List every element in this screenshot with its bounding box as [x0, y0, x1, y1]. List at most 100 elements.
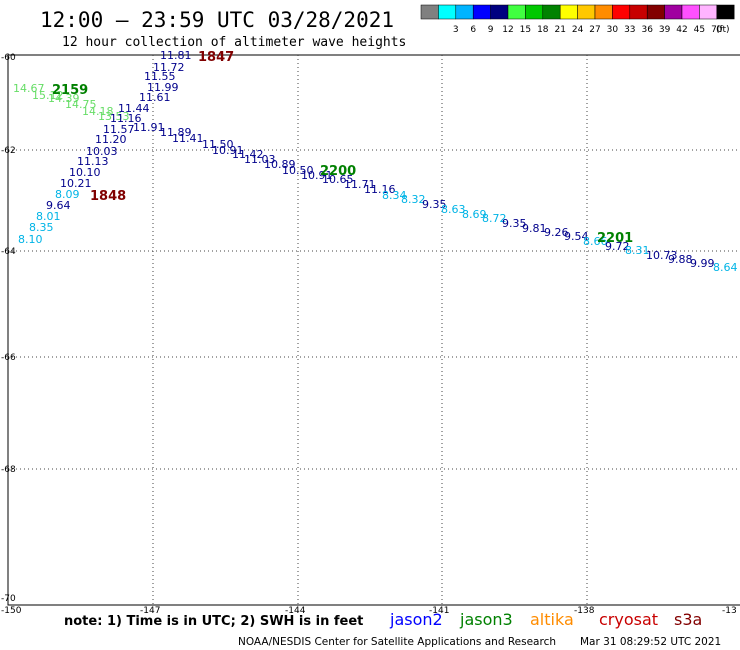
color-swatch [629, 4, 648, 20]
lon-label: -141 [429, 606, 449, 616]
swh-value: 10.50 [282, 164, 314, 177]
swh-value: 8.72 [482, 212, 507, 225]
swh-value: 8.64 [713, 261, 738, 274]
swh-value: 8.69 [462, 208, 487, 221]
pass-time-label: 2201 [597, 231, 633, 246]
swh-value: 10.73 [646, 249, 678, 262]
swh-value: 15.12 [32, 89, 64, 102]
swh-value: 14.67 [13, 82, 45, 95]
swh-value: 9.81 [522, 222, 547, 235]
swh-value: 11.13 [77, 155, 109, 168]
color-swatch [472, 4, 491, 20]
lat-label: -70 [1, 594, 16, 604]
credit-line: NOAA/NESDIS Center for Satellite Applica… [238, 636, 556, 648]
swh-value: 11.89 [160, 126, 192, 139]
color-legend: 3 6 9 12 15 18 21 24 27 30 33 36 39 42 45 70(ft) [420, 4, 735, 35]
swh-value: 11.71 [344, 178, 376, 191]
swh-value: 11.57 [103, 123, 135, 136]
satellite-legend-jason2: jason2 [389, 610, 443, 629]
color-swatch [646, 4, 665, 20]
color-scale-label: 45 [694, 25, 705, 35]
color-scale-label: 24 [572, 25, 584, 35]
color-swatch [681, 4, 700, 20]
swh-value: 8.32 [401, 193, 426, 206]
color-scale-label: 36 [641, 25, 653, 35]
lat-label: -64 [1, 247, 16, 257]
swh-value: 14.75 [65, 98, 97, 111]
color-scale-label: 15 [520, 25, 531, 35]
swh-value: 11.55 [144, 70, 176, 83]
swh-value: 9.99 [690, 257, 715, 270]
color-swatch [455, 4, 474, 20]
swh-value: 9.64 [46, 199, 71, 212]
swh-value: 11.20 [95, 133, 127, 146]
footer-note: note: 1) Time is in UTC; 2) SWH is in fe… [64, 614, 363, 629]
color-swatch [612, 4, 631, 20]
lon-label: -147 [140, 606, 160, 616]
plot-frame [7, 54, 740, 606]
swh-value: 10.21 [60, 177, 92, 190]
swh-value: 11.16 [364, 183, 396, 196]
swh-value: 10.03 [86, 145, 118, 158]
color-scale-label: 27 [589, 25, 600, 35]
swh-value: 9.88 [668, 253, 693, 266]
swh-value: 11.03 [244, 153, 276, 166]
lat-label: -60 [1, 53, 16, 63]
swh-value: 8.10 [18, 233, 43, 246]
swh-value: 9.26 [544, 226, 569, 239]
swh-value: 14.18 [82, 105, 114, 118]
pass-time-label: 2159 [52, 83, 88, 98]
color-scale-unit: (ft) [716, 25, 730, 35]
color-scale-label: 18 [537, 25, 549, 35]
color-scale-label: 12 [502, 25, 513, 35]
swh-value: 10.10 [69, 166, 101, 179]
color-scale-label: 21 [554, 25, 565, 35]
swh-value: 8.31 [625, 244, 650, 257]
swh-value: 9.54 [564, 230, 589, 243]
swh-value: 11.91 [133, 121, 165, 134]
color-scale-label: 30 [607, 25, 619, 35]
swh-value: 11.44 [118, 102, 150, 115]
color-swatch [490, 4, 509, 20]
color-scale-label: 6 [470, 25, 476, 35]
color-scale-label: 39 [659, 25, 671, 35]
color-swatch [716, 4, 735, 20]
color-swatch [577, 4, 596, 20]
swh-value: 8.63 [441, 203, 466, 216]
color-scale-label: 33 [624, 25, 635, 35]
color-swatch [525, 4, 544, 20]
color-scale-label: 3 [453, 25, 459, 35]
lat-label: -66 [1, 353, 16, 363]
swh-value: 11.81 [160, 49, 192, 62]
swh-value: 10.89 [264, 158, 296, 171]
swh-value: 8.35 [29, 221, 54, 234]
lat-label: -68 [1, 465, 16, 475]
swh-value: 9.72 [605, 240, 630, 253]
color-swatch [420, 4, 439, 20]
swh-value: 9.35 [502, 217, 527, 230]
color-swatch [699, 4, 718, 20]
color-scale-label: 9 [488, 25, 494, 35]
swh-value: 11.72 [153, 61, 185, 74]
lon-label: -144 [285, 606, 306, 616]
color-swatch [438, 4, 457, 20]
satellite-legend-cryosat: cryosat [599, 610, 658, 629]
swh-value: 13.53 [98, 110, 130, 123]
color-swatch [664, 4, 683, 20]
color-scale-label: 70 [711, 25, 723, 35]
swh-value: 8.34 [382, 189, 407, 202]
color-scale-label: 42 [676, 25, 687, 35]
swh-value: 14.39 [48, 92, 80, 105]
lat-label: -62 [1, 146, 16, 156]
satellite-legend-jason3: jason3 [459, 610, 513, 629]
satellite-legend-s3a: s3a [674, 610, 702, 629]
swh-value: 10.91 [301, 169, 333, 182]
satellite-legend-altika: altika [530, 610, 574, 629]
swh-value: 11.42 [232, 148, 264, 161]
swh-value: 8.09 [55, 188, 80, 201]
page-subtitle: 12 hour collection of altimeter wave hei… [62, 35, 406, 50]
color-swatch [594, 4, 613, 20]
generated-timestamp: Mar 31 08:29:52 UTC 2021 [580, 636, 721, 648]
